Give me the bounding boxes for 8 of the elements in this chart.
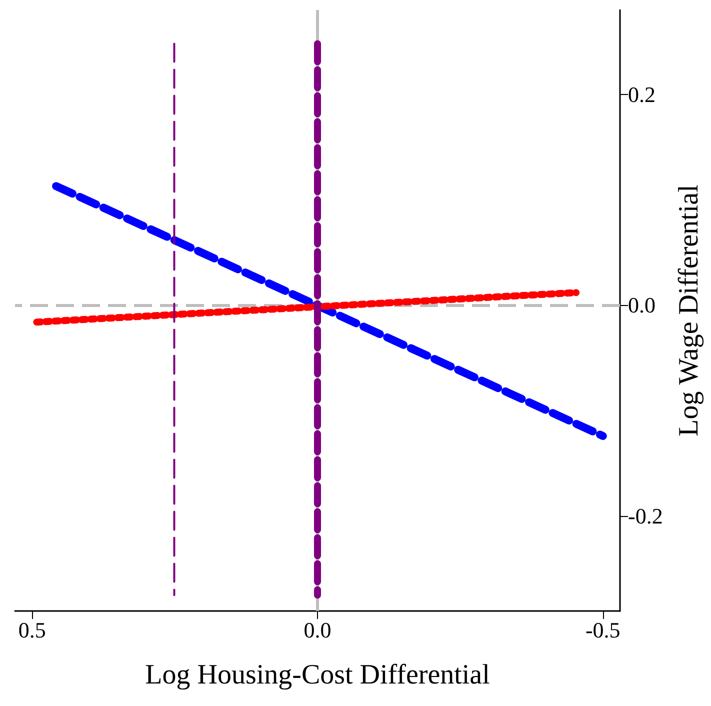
x-tick-label: -0.5	[585, 618, 620, 642]
x-tick-label: 0.0	[304, 618, 332, 642]
y-tick-label: 0.2	[628, 82, 656, 107]
y-tick-label: 0.0	[628, 292, 656, 318]
x-axis-title: Log Housing-Cost Differential	[145, 660, 490, 690]
x-tick-label: 0.5	[18, 618, 46, 642]
y-axis-title: Log Wage Differential	[674, 184, 704, 436]
y-tick-label: -0.2	[628, 504, 663, 529]
